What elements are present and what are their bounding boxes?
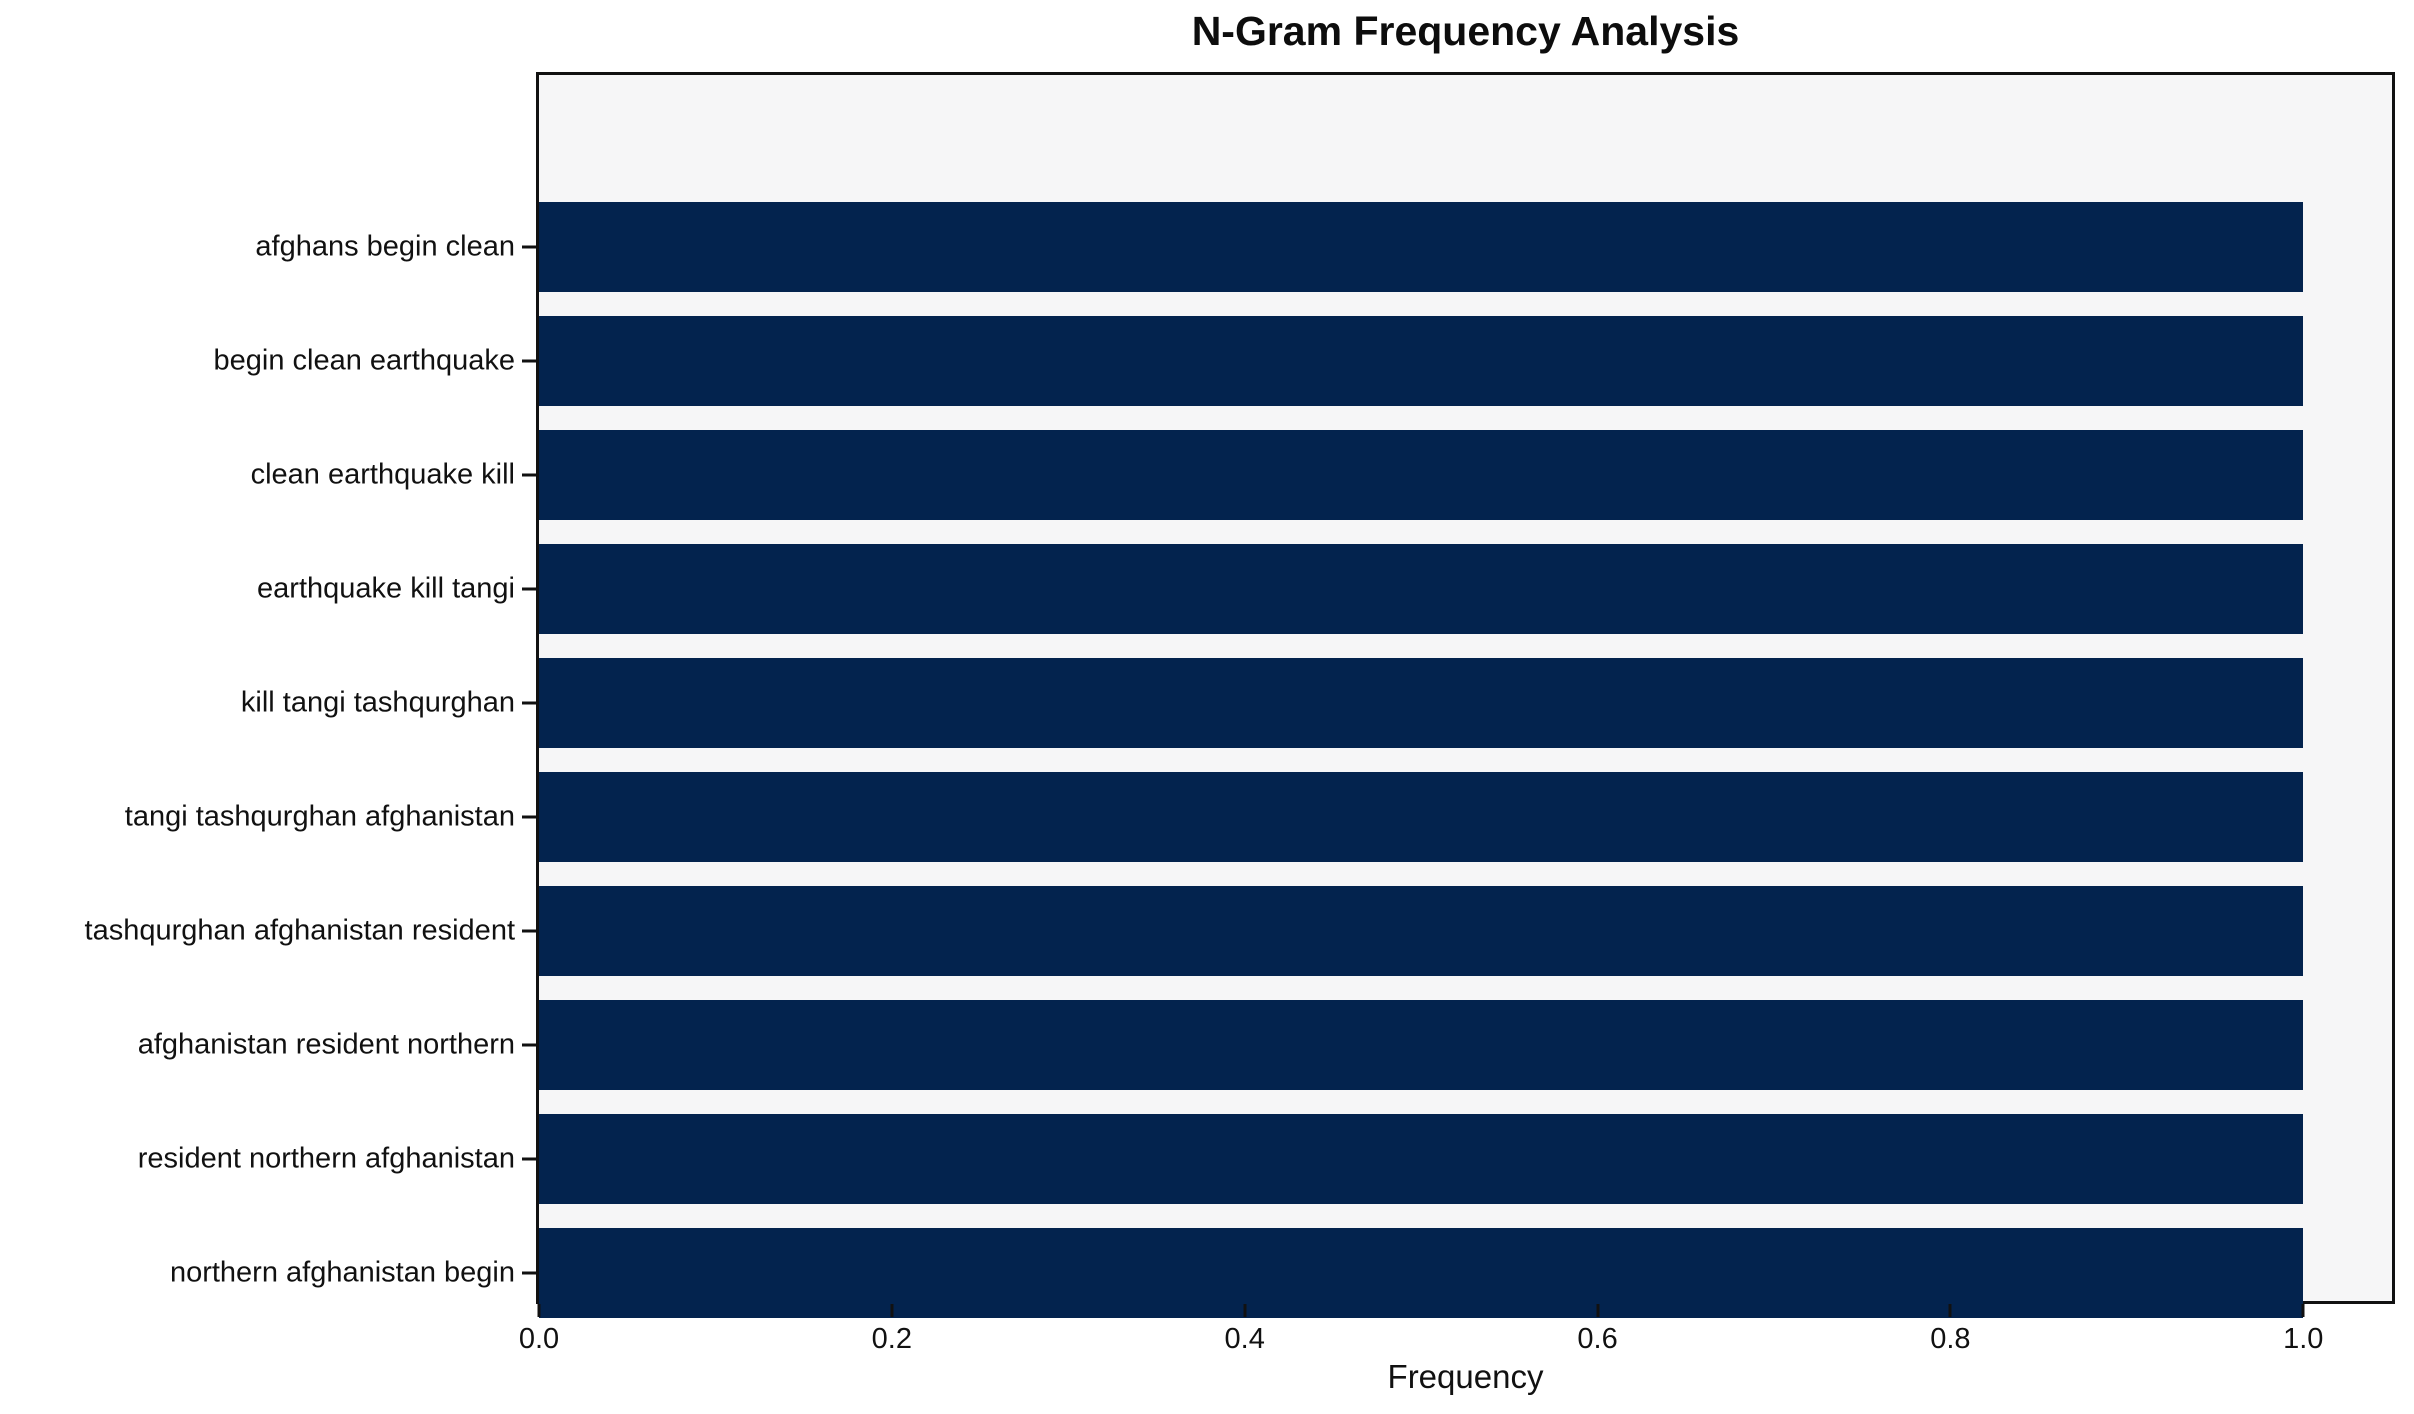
x-tick-label: 0.4 bbox=[1224, 1323, 1265, 1355]
x-tick-mark bbox=[537, 1304, 541, 1317]
y-tick-mark bbox=[522, 701, 536, 705]
bar bbox=[539, 886, 2304, 976]
x-tick-label: 0.2 bbox=[871, 1323, 913, 1355]
bar bbox=[539, 202, 2304, 292]
plot-area: afghans begin clean begin clean earthquak… bbox=[85, 72, 2395, 1355]
y-tick-mark bbox=[522, 359, 536, 363]
x-tick-mark bbox=[890, 1304, 894, 1317]
bar bbox=[539, 1114, 2304, 1204]
bar-row: clean earthquake kill bbox=[251, 418, 2392, 532]
bar-row: begin clean earthquake bbox=[213, 304, 2392, 418]
y-tick-mark bbox=[522, 929, 536, 933]
chart-title: N-Gram Frequency Analysis bbox=[1191, 8, 1740, 54]
bar-row: tashqurghan afghanistan resident bbox=[85, 874, 2392, 988]
y-tick-label: earthquake kill tangi bbox=[257, 572, 515, 605]
y-tick-mark bbox=[522, 815, 536, 819]
x-tick-label: 1.0 bbox=[2283, 1323, 2324, 1355]
y-tick-mark bbox=[522, 1157, 536, 1161]
bar bbox=[539, 316, 2304, 406]
bar-row: kill tangi tashqurghan bbox=[241, 646, 2392, 760]
bar-row: tangi tashqurghan afghanistan bbox=[125, 760, 2392, 874]
bar-row: earthquake kill tangi bbox=[257, 532, 2392, 646]
y-tick-label: tangi tashqurghan afghanistan bbox=[124, 800, 515, 833]
y-tick-label: afghans begin clean bbox=[255, 230, 515, 263]
bar bbox=[539, 772, 2304, 862]
x-tick-label: 0.8 bbox=[1930, 1323, 1971, 1355]
x-tick-mark bbox=[1243, 1304, 1247, 1317]
x-tick-mark bbox=[1948, 1304, 1952, 1317]
y-tick-mark bbox=[522, 473, 536, 477]
bar bbox=[539, 658, 2304, 748]
bar bbox=[539, 544, 2304, 634]
bar-row: northern afghanistan begin bbox=[170, 1216, 2392, 1330]
y-tick-label: tashqurghan afghanistan resident bbox=[84, 914, 515, 947]
y-tick-mark bbox=[522, 1271, 536, 1275]
x-tick-mark bbox=[2301, 1304, 2305, 1317]
y-tick-mark bbox=[522, 587, 536, 591]
bars-container: afghans begin clean begin clean earthquak… bbox=[85, 190, 2392, 1330]
x-tick-label: 0.0 bbox=[518, 1323, 560, 1355]
bar-row: afghans begin clean bbox=[255, 190, 2392, 304]
x-tick-label: 0.6 bbox=[1577, 1323, 1618, 1355]
x-tick-mark bbox=[1596, 1304, 1600, 1317]
y-tick-mark bbox=[522, 1043, 536, 1047]
x-axis-label: Frequency bbox=[1387, 1358, 1544, 1395]
bar bbox=[539, 1000, 2304, 1090]
y-tick-mark bbox=[522, 245, 536, 249]
y-tick-label: begin clean earthquake bbox=[213, 344, 515, 377]
y-tick-label: afghanistan resident northern bbox=[137, 1028, 515, 1061]
bar bbox=[539, 430, 2304, 520]
y-tick-label: northern afghanistan begin bbox=[169, 1256, 515, 1289]
bar bbox=[539, 1228, 2304, 1318]
y-tick-label: kill tangi tashqurghan bbox=[240, 686, 515, 719]
bar-row: resident northern afghanistan bbox=[138, 1102, 2392, 1216]
y-tick-label: clean earthquake kill bbox=[250, 458, 515, 491]
bar-row: afghanistan resident northern bbox=[138, 988, 2392, 1102]
y-tick-label: resident northern afghanistan bbox=[137, 1142, 515, 1175]
